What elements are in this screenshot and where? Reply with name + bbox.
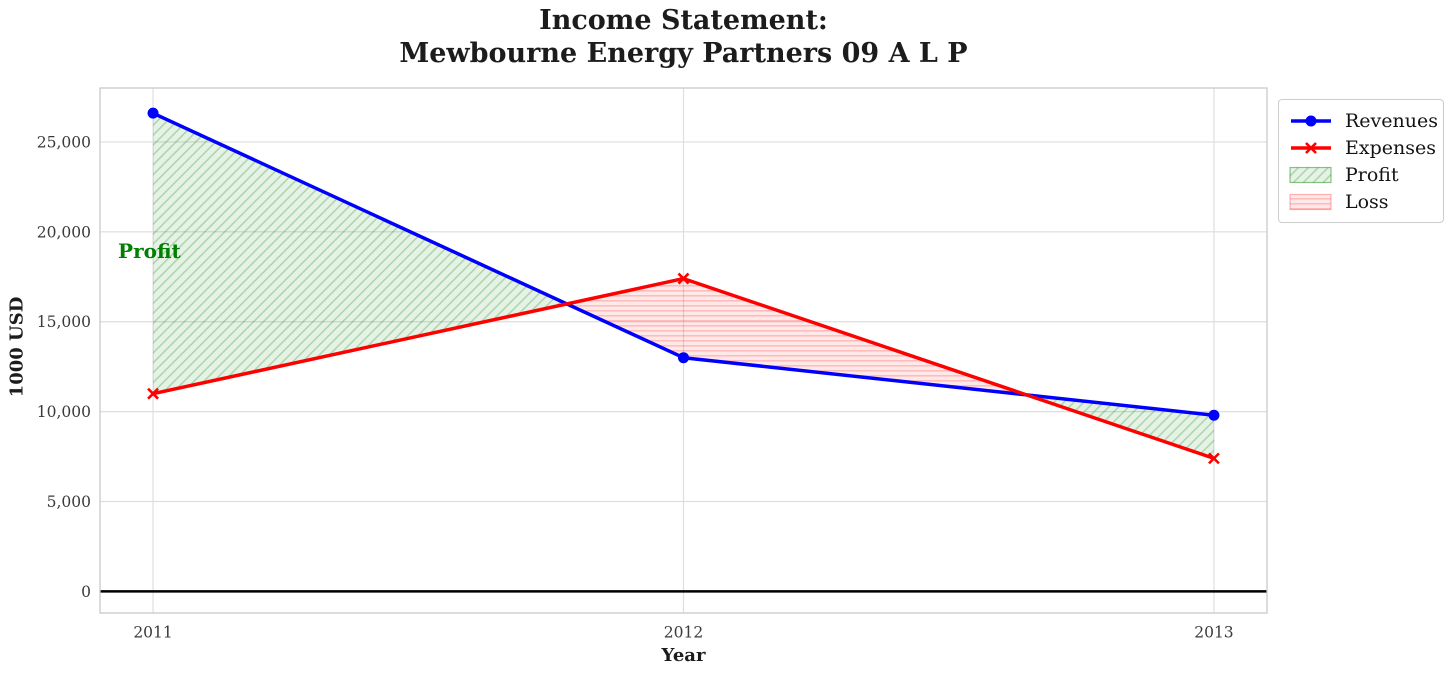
legend-label-loss: Loss — [1345, 190, 1389, 213]
legend-item-revenues: Revenues — [1289, 107, 1438, 134]
x-tick-label: 2013 — [1194, 624, 1233, 642]
legend-item-profit: Profit — [1289, 161, 1433, 188]
revenues-line-icon — [1291, 115, 1331, 126]
legend-item-loss: Loss — [1289, 188, 1433, 215]
profit-fill-region — [153, 113, 567, 394]
y-axis-label: 1000 USD — [6, 296, 28, 398]
marker-revenues — [1208, 409, 1220, 421]
legend-item-expenses: Expenses — [1289, 134, 1436, 161]
y-tick-label: 0 — [81, 583, 91, 601]
x-tick-label: 2012 — [664, 624, 703, 642]
legend-label-profit: Profit — [1345, 163, 1399, 186]
y-tick-label: 20,000 — [37, 223, 91, 241]
legend-label-revenues: Revenues — [1345, 109, 1438, 132]
marker-expenses — [1208, 452, 1220, 465]
x-axis-label: Year — [661, 645, 706, 666]
loss-swatch-icon — [1289, 193, 1332, 210]
marker-expenses — [677, 272, 690, 285]
y-tick-label: 15,000 — [37, 313, 91, 331]
legend-label-expenses: Expenses — [1345, 136, 1436, 159]
profit-annotation: Profit — [118, 238, 181, 263]
loss-fill-region — [566, 278, 1027, 395]
x-tick-label: 2011 — [133, 624, 172, 642]
marker-revenues — [678, 352, 689, 364]
marker-expenses — [147, 387, 159, 400]
y-tick-label: 10,000 — [37, 403, 91, 421]
profit-swatch-icon — [1289, 166, 1332, 183]
y-tick-label: 25,000 — [37, 133, 91, 151]
plot-border — [99, 87, 1268, 614]
chart-title: Income Statement: Mewbourne Energy Partn… — [399, 5, 968, 69]
expenses-line-icon — [1291, 141, 1331, 154]
legend: Revenues Expenses Profit Loss — [1278, 99, 1444, 223]
y-tick-label: 5,000 — [47, 493, 91, 511]
marker-revenues — [147, 107, 159, 119]
